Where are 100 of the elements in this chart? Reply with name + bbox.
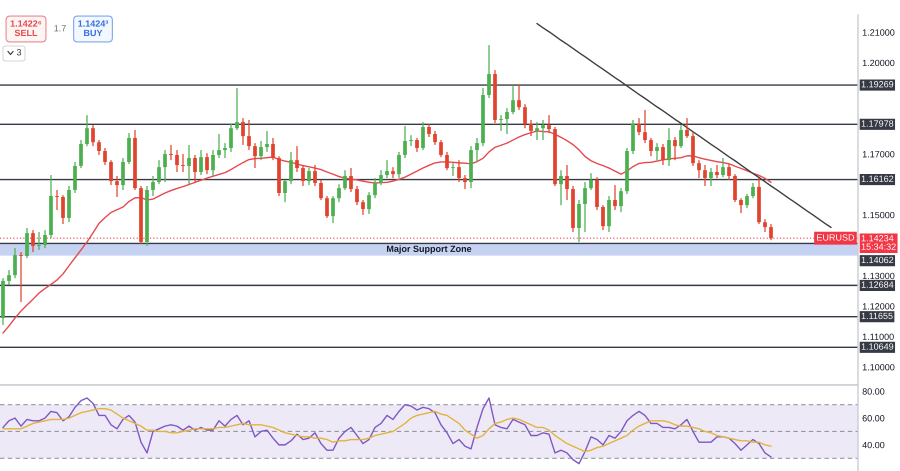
candlestick — [265, 130, 269, 153]
candlestick — [313, 164, 317, 187]
candlestick — [343, 170, 347, 191]
candlestick — [697, 160, 701, 179]
candlestick — [163, 149, 167, 183]
candlestick — [355, 185, 359, 206]
candlestick — [223, 142, 227, 159]
candlestick — [247, 119, 251, 151]
candlestick — [373, 177, 377, 199]
candlestick — [505, 107, 509, 135]
candlestick — [613, 184, 617, 211]
y-tick-label: 1.12000 — [862, 303, 894, 310]
candlestick — [427, 123, 431, 138]
candlestick — [181, 153, 185, 173]
annotation: 1.1424³ BUY — [78, 20, 108, 36]
candlestick — [475, 137, 479, 163]
candlestick — [13, 247, 17, 279]
candlestick — [715, 164, 719, 179]
candlestick — [451, 162, 455, 177]
candlestick — [763, 218, 767, 233]
line-series — [2, 397, 772, 464]
candlestick — [157, 160, 161, 185]
ref-line-label: 1.14234 15:34:32 — [862, 235, 896, 250]
candlestick — [193, 154, 197, 183]
candlestick — [61, 194, 65, 225]
candlestick — [523, 104, 527, 129]
candlestick — [25, 227, 29, 259]
candlestick — [115, 175, 119, 198]
candlestick — [415, 137, 419, 153]
candlestick — [589, 172, 593, 191]
candlestick — [241, 118, 245, 146]
candlestick — [43, 230, 47, 249]
candlestick — [37, 231, 41, 251]
candlestick — [499, 114, 503, 132]
candlestick — [535, 121, 539, 141]
annotation: 3 — [16, 49, 22, 56]
candlestick — [517, 84, 521, 111]
candlestick — [769, 223, 773, 241]
candlestick — [91, 124, 95, 147]
candlestick — [253, 142, 257, 169]
candlestick — [433, 130, 437, 146]
candlestick — [655, 142, 659, 161]
candlestick — [367, 191, 371, 215]
candlestick — [259, 140, 263, 161]
candlestick — [529, 119, 533, 137]
candlestick — [121, 157, 125, 191]
candlestick — [361, 199, 365, 216]
y-tick-label: 60.00 — [862, 415, 884, 422]
annotation: EURUSD — [817, 234, 854, 241]
candlestick — [7, 269, 11, 286]
candlestick — [559, 170, 563, 206]
candlestick — [703, 164, 707, 187]
candlestick — [751, 182, 755, 199]
candlestick — [205, 152, 209, 175]
candlestick — [463, 174, 467, 190]
candlestick — [565, 164, 569, 201]
ref-line-label: 1.17978 — [862, 120, 894, 127]
y-tick-label: 1.13000 — [862, 272, 894, 280]
candlestick — [169, 144, 173, 161]
candlestick — [187, 144, 191, 185]
candlestick — [307, 167, 311, 186]
candlestick — [685, 118, 689, 139]
candlestick — [319, 179, 323, 201]
candlestick — [199, 149, 203, 176]
band-label: Major Support Zone — [386, 245, 472, 254]
candlestick — [679, 124, 683, 149]
candlestick — [637, 118, 641, 136]
ref-line-label: 1.11655 — [862, 312, 893, 320]
candlestick — [541, 119, 545, 141]
ref-line-label: 1.10649 — [862, 343, 894, 350]
candlestick — [349, 167, 353, 193]
candlestick — [709, 167, 713, 187]
candlestick — [151, 175, 155, 197]
candlestick — [421, 121, 425, 151]
y-tick-label: 80.00 — [862, 388, 884, 395]
candlestick — [31, 230, 35, 253]
candlestick — [457, 160, 461, 183]
candlestick — [289, 151, 293, 185]
candlestick — [211, 149, 215, 177]
y-tick-label: 1.11000 — [862, 334, 894, 340]
candlestick — [727, 163, 731, 181]
annotation: 1.1422⁶ SELL — [10, 20, 42, 36]
candlestick — [235, 87, 239, 131]
candlestick — [103, 147, 107, 166]
ref-line-label: 1.14062 — [862, 256, 894, 264]
candlestick — [325, 195, 329, 219]
line-series — [2, 408, 772, 452]
candlestick — [55, 189, 59, 211]
candlestick — [301, 164, 305, 187]
y-tick-label: 1.20000 — [862, 60, 894, 66]
candlestick — [97, 139, 101, 156]
ref-line-label: 1.19269 — [862, 81, 894, 88]
candlestick — [397, 151, 401, 179]
candlestick — [19, 251, 23, 303]
candlestick — [379, 170, 383, 186]
ref-line-label: 1.16162 — [862, 176, 894, 182]
candlestick — [109, 160, 113, 186]
y-tick-label: 1.10000 — [862, 364, 894, 370]
candlestick — [271, 137, 275, 161]
candlestick — [337, 184, 341, 203]
